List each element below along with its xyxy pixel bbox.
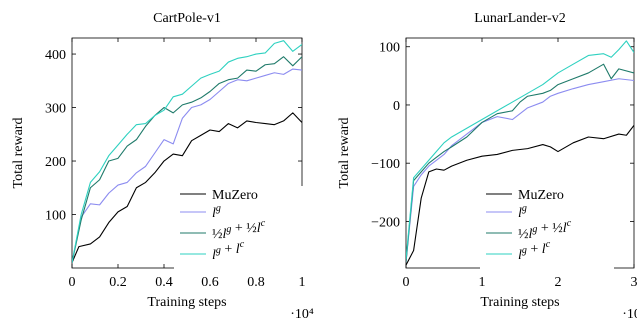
chart-title: LunarLander-v2	[474, 11, 565, 26]
x-axis-multiplier: ·10⁴	[290, 307, 314, 322]
legend-label-MuZero: MuZero	[212, 188, 258, 203]
y-axis-label: Total reward	[11, 118, 26, 189]
series-line-MuZero	[406, 125, 634, 266]
y-tick-label: −200	[371, 215, 400, 230]
y-tick-label: 100	[45, 209, 66, 224]
x-tick-label: 1	[299, 275, 306, 290]
legend-label-MuZero: MuZero	[518, 188, 564, 203]
series-line-half	[406, 63, 634, 263]
x-axis-label: Training steps	[147, 295, 226, 310]
x-tick-label: 1	[479, 275, 486, 290]
y-tick-label: 300	[45, 102, 66, 117]
x-tick-label: 0	[403, 275, 410, 290]
legend-box	[480, 186, 614, 270]
series-line-sum	[72, 40, 302, 263]
series-line-half	[72, 56, 302, 263]
chart-panel-cartpole: CartPole-v1 0 0.2 0.4 0.6 0.8 1 100 200 300 400 Tra…	[11, 11, 314, 322]
series-line-lg	[72, 68, 302, 263]
y-tick-label: 200	[45, 155, 66, 170]
series-line-MuZero	[72, 112, 302, 263]
legend-label-lg: lg	[212, 203, 221, 221]
y-tick-label: 100	[379, 41, 400, 56]
x-axis-label: Training steps	[480, 295, 559, 310]
x-tick-label: 0.6	[201, 275, 219, 290]
y-tick-label: −100	[371, 157, 400, 172]
series-lines	[406, 40, 634, 266]
chart-title: CartPole-v1	[153, 11, 221, 26]
legend-label-sum: lg + lc	[212, 239, 245, 263]
x-tick-label: 0.8	[247, 275, 265, 290]
y-tick-label: 0	[393, 99, 400, 114]
legend-label-lg: lg	[518, 203, 527, 221]
x-tick-label: 0.2	[109, 275, 127, 290]
x-axis-multiplier: ·10⁴	[622, 307, 637, 322]
legend-label-half: ½lg + ½lc	[212, 218, 266, 242]
chart-panel-lunarlander: LunarLander-v2 0 1 2 3 −200 −100 0 100 Training s…	[337, 11, 637, 322]
series-lines	[72, 40, 302, 263]
y-axis-label: Total reward	[337, 118, 352, 189]
legend-box	[174, 186, 304, 270]
series-line-lg	[406, 78, 634, 263]
legend-label-sum: lg + lc	[518, 239, 551, 263]
y-tick-label: 400	[45, 48, 66, 63]
x-tick-label: 0	[69, 275, 76, 290]
x-tick-label: 2	[555, 275, 562, 290]
x-tick-label: 0.4	[155, 275, 173, 290]
series-line-sum	[406, 40, 634, 260]
legend-label-half: ½lg + ½lc	[518, 218, 572, 242]
x-tick-label: 3	[631, 275, 637, 290]
